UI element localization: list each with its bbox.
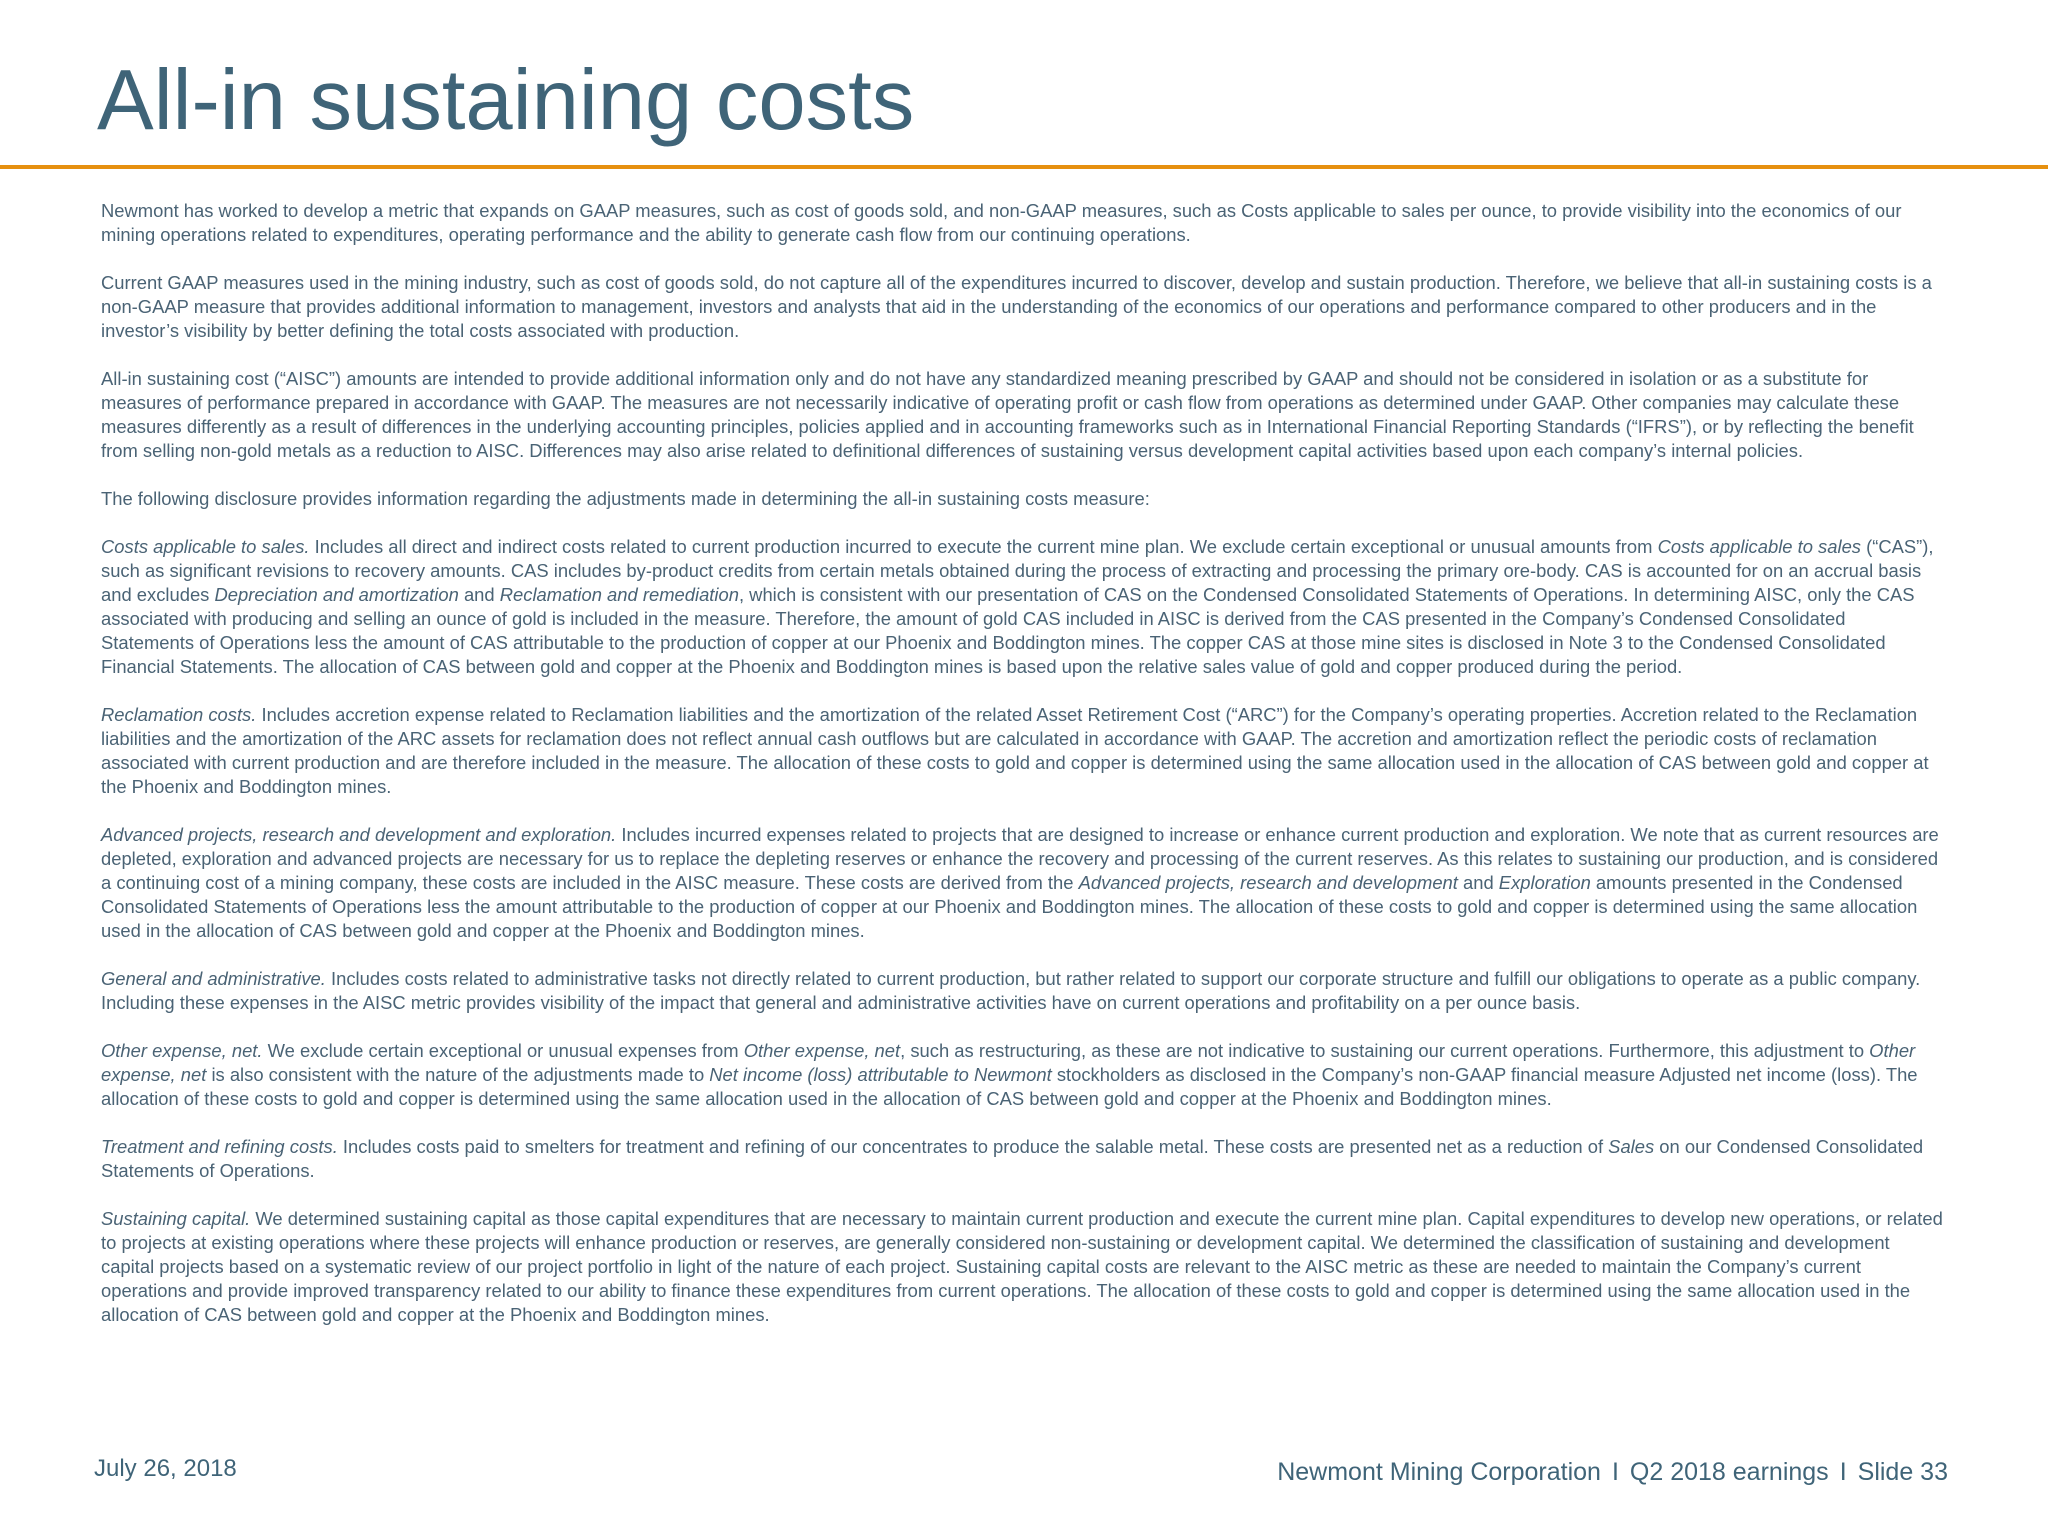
advanced-projects-paragraph: Advanced projects, research and developm… [101,824,1939,941]
disclosure-intro-paragraph: The following disclosure provides inform… [101,488,1150,509]
slide-body: Newmont has worked to develop a metric t… [101,199,1943,1327]
title-divider [0,165,2048,169]
footer-separator: I [1839,1458,1847,1486]
reclamation-paragraph: Reclamation costs. Includes accretion ex… [101,704,1929,797]
sustaining-capital-heading: Sustaining capital. [101,1208,251,1229]
general-admin-paragraph: General and administrative. Includes cos… [101,968,1921,1013]
gaap-paragraph: Current GAAP measures used in the mining… [101,272,1932,341]
footer-date: July 26, 2018 [94,1455,237,1482]
advanced-projects-heading: Advanced projects, research and developm… [101,824,617,845]
cas-heading: Costs applicable to sales. [101,536,310,557]
other-expense-heading: Other expense, net. [101,1040,263,1061]
treatment-refining-paragraph: Treatment and refining costs. Includes c… [101,1136,1924,1181]
treatment-refining-heading: Treatment and refining costs. [101,1136,338,1157]
footer-company: Newmont Mining Corporation [1277,1458,1601,1486]
footer-info: Newmont Mining Corporation I Q2 2018 earni… [1277,1458,1948,1487]
footer-slide-number: Slide 33 [1857,1458,1948,1486]
slide-title: All-in sustaining costs [97,53,915,148]
cas-paragraph: Costs applicable to sales. Includes all … [101,536,1934,677]
aisc-disclaimer-paragraph: All-in sustaining cost (“AISC”) amounts … [101,368,1914,461]
intro-paragraph: Newmont has worked to develop a metric t… [101,200,1902,245]
footer-event: Q2 2018 earnings [1629,1458,1829,1486]
footer-separator: I [1611,1458,1619,1486]
general-admin-heading: General and administrative. [101,968,326,989]
sustaining-capital-paragraph: Sustaining capital. We determined sustai… [101,1208,1943,1325]
other-expense-paragraph: Other expense, net. We exclude certain e… [101,1040,1918,1109]
reclamation-heading: Reclamation costs. [101,704,257,725]
